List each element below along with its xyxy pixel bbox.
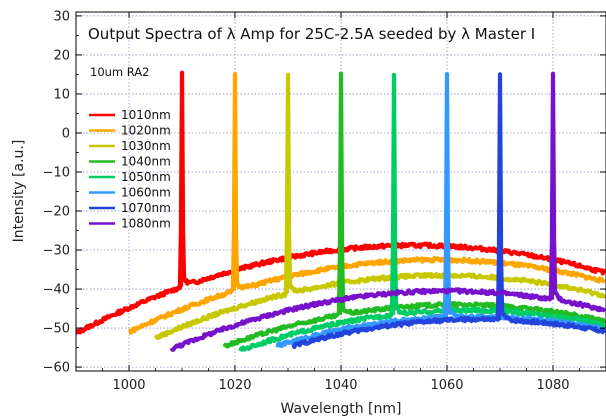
ticks [75,12,606,371]
y-tick-label: −60 [43,361,70,376]
y-tick-label: 0 [62,126,70,141]
spectrum-line [238,72,606,353]
legend-label: 1030nm [121,139,171,153]
series-1040nm [222,71,606,349]
legend-label: 1070nm [121,201,171,215]
x-tick-label: 1060 [430,378,463,393]
x-tick-label: 1080 [536,378,569,393]
legend-label: 1040nm [121,155,171,169]
x-tick-label: 1040 [324,378,357,393]
legend-label: 1010nm [121,108,171,122]
y-axis-label: Intensity [a.u.] [11,140,27,243]
legend-label: 1050nm [121,170,171,184]
y-tick-label: −30 [43,244,70,259]
y-tick-label: 20 [53,48,70,63]
legend-label: 1060nm [121,186,171,200]
spectrum-line [153,72,606,341]
y-tick-label: −50 [43,322,70,337]
y-tick-labels: −60 −50 −40 −30 −20 −10 0 10 20 30 [43,9,70,375]
spectrum-line [222,71,606,349]
y-tick-label: −40 [43,283,70,298]
x-tick-labels: 1000 1020 1040 1060 1080 [112,378,569,393]
legend-label: 1020nm [121,124,171,138]
series-1050nm [238,72,606,353]
x-tick-label: 1000 [112,378,145,393]
x-axis-label: Wavelength [nm] [281,401,402,417]
series-1020nm [127,72,606,335]
y-tick-label: −10 [43,165,70,180]
y-tick-label: −20 [43,205,70,220]
spectrum-line [169,71,606,352]
legend-label: 1080nm [121,217,171,231]
chart-annotation: 10um RA2 [90,65,150,79]
spectrum-line [291,72,606,350]
y-tick-label: 10 [53,87,70,102]
chart-title: Output Spectra of λ Amp for 25C-2.5A see… [88,25,535,43]
spectrum-line [127,72,606,335]
y-tick-label: 30 [53,9,70,24]
series-group [76,70,606,353]
series-1080nm [169,71,606,352]
series-1070nm [291,72,606,350]
series-1030nm [153,72,606,341]
x-tick-label: 1020 [218,378,251,393]
